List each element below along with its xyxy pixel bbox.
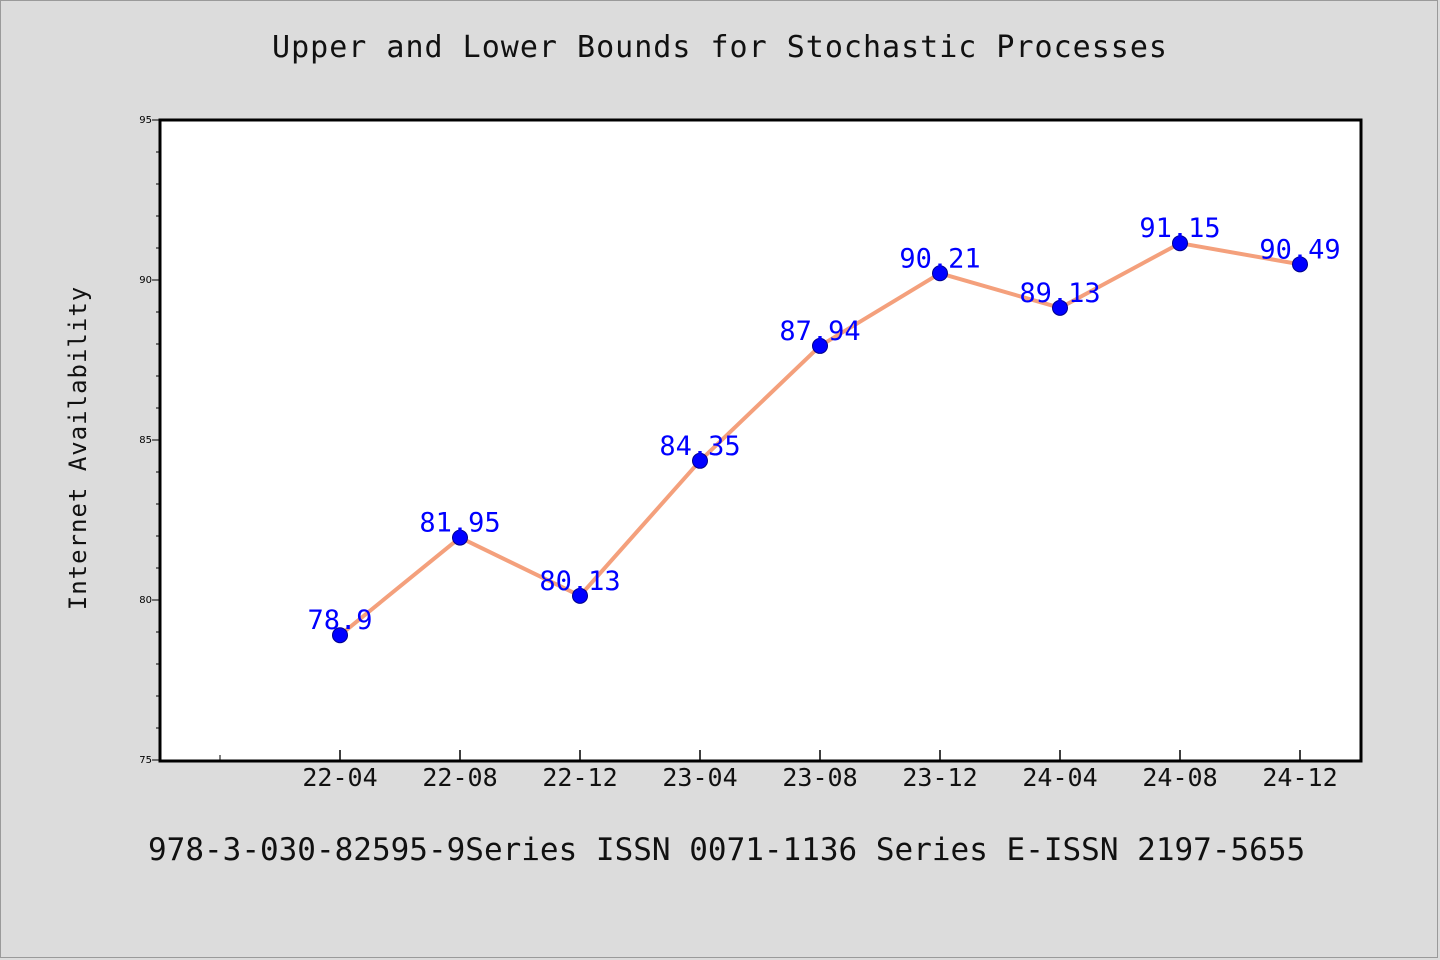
data-point bbox=[812, 337, 828, 354]
markers-group bbox=[332, 235, 1308, 644]
x-tick-label: 23-04 bbox=[662, 763, 737, 792]
y-tick-label: 85 bbox=[139, 435, 152, 446]
data-point bbox=[452, 529, 468, 546]
x-axis-ticks: 22-04 22-08 22-12 23-04 23-08 23-12 24-04 24-08… bbox=[219, 750, 1338, 792]
x-tick-label: 22-08 bbox=[422, 763, 497, 792]
x-tick-label: 23-12 bbox=[902, 763, 977, 792]
y-tick-label: 75 bbox=[139, 755, 152, 766]
data-label: 89.13 bbox=[1019, 278, 1100, 309]
data-point bbox=[332, 627, 348, 644]
data-labels-group: 78.9 81.95 80.13 84.35 87.94 90.21 89.13 91.15 9… bbox=[307, 213, 1340, 636]
x-tick-label: 23-08 bbox=[782, 763, 857, 792]
x-tick-label: 22-12 bbox=[542, 763, 617, 792]
y-tick-label: 90 bbox=[139, 275, 152, 286]
x-tick-label: 24-12 bbox=[1262, 763, 1337, 792]
x-tick-label: 22-04 bbox=[302, 763, 377, 792]
data-point bbox=[1172, 235, 1188, 252]
x-tick-label: 24-08 bbox=[1142, 763, 1217, 792]
y-axis-ticks: 75 80 85 90 95 bbox=[139, 115, 160, 766]
data-label: 91.15 bbox=[1139, 213, 1220, 244]
chart-title: Upper and Lower Bounds for Stochastic Pr… bbox=[272, 30, 1168, 65]
data-label: 78.9 bbox=[307, 605, 372, 636]
x-tick-label: 24-04 bbox=[1022, 763, 1097, 792]
data-label: 90.49 bbox=[1259, 234, 1340, 265]
data-point bbox=[1052, 299, 1068, 316]
data-point bbox=[692, 452, 708, 469]
data-label: 87.94 bbox=[779, 316, 860, 347]
data-label: 90.21 bbox=[899, 243, 980, 274]
data-label: 80.13 bbox=[539, 566, 620, 597]
footer-identifiers: 978-3-030-82595-9Series ISSN 0071-1136 S… bbox=[148, 832, 1306, 868]
plot-area bbox=[158, 118, 1363, 763]
y-tick-label: 95 bbox=[139, 115, 152, 126]
data-point bbox=[932, 265, 948, 282]
data-point bbox=[572, 587, 588, 604]
y-tick-label: 80 bbox=[139, 595, 152, 606]
y-axis-label: Internet Availability bbox=[64, 286, 92, 610]
data-label: 84.35 bbox=[659, 431, 740, 462]
data-label: 81.95 bbox=[419, 508, 500, 539]
data-point bbox=[1292, 256, 1308, 273]
